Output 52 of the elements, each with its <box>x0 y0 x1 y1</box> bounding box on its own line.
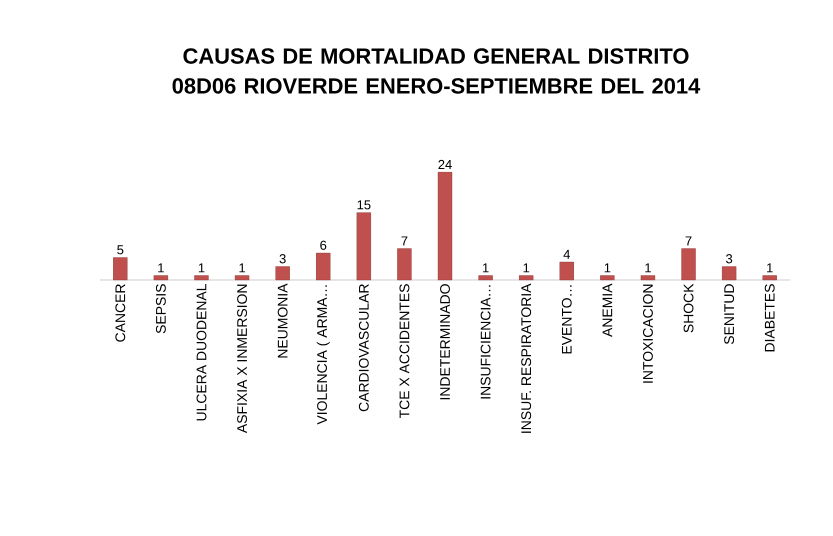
data-label: 1 <box>604 263 610 272</box>
x-tick-label: SHOCK <box>684 284 694 332</box>
data-label: 1 <box>239 263 246 272</box>
chart-title: CAUSAS DE MORTALIDAD GENERAL DISTRITO 08D06 RIOVERDE ENERO-SEPTIEMBRE DEL 2014 <box>172 48 700 94</box>
x-tick-label: SEPSIS <box>156 284 166 334</box>
data-label: 5 <box>117 245 124 254</box>
bar <box>518 275 534 280</box>
x-tick-label: CARDIOVASCULAR <box>358 284 369 412</box>
x-tick-label: ASFIXIA X INMERSION <box>237 284 248 434</box>
data-label: 1 <box>198 263 204 272</box>
data-label: 1 <box>158 263 164 272</box>
data-label: 1 <box>767 263 773 272</box>
x-tick-label: ULCERA DUODENAL <box>196 284 206 420</box>
x-tick-label: EVENTO… <box>562 285 572 354</box>
bar <box>560 262 574 280</box>
x-tick-label: SENITUD <box>724 284 734 344</box>
bar <box>762 275 777 280</box>
x-tick-label: TCE X ACCIDENTES <box>399 284 410 418</box>
data-label: 4 <box>563 250 570 259</box>
data-label: 3 <box>280 254 286 264</box>
x-tick-label: ANEMIA <box>602 284 612 337</box>
bar <box>681 248 696 280</box>
x-tick-label: DIABETES <box>764 284 775 352</box>
bar <box>316 252 330 280</box>
data-label: 6 <box>320 240 326 250</box>
x-tick-label: INDETERMINADO <box>440 284 450 400</box>
x-tick-label: CANCER <box>115 284 126 342</box>
data-label: 1 <box>482 263 489 272</box>
data-label: 1 <box>524 263 530 272</box>
bar <box>154 275 168 280</box>
data-label: 7 <box>686 236 692 246</box>
x-tick-label: NEUMONIA <box>278 284 288 358</box>
x-tick-label: INSUF. RESPIRATORIA <box>521 284 532 433</box>
x-tick-label: VIOLENCIA ( ARMA… <box>316 285 330 425</box>
x-tick-label: INSUFICIENCIA… <box>480 285 491 398</box>
bar <box>113 257 128 280</box>
data-label: 3 <box>726 254 732 264</box>
bar <box>478 275 493 280</box>
bar <box>275 266 290 280</box>
bar <box>356 212 372 280</box>
data-label: 15 <box>358 200 370 210</box>
x-tick-label: INTOXICACION <box>643 284 653 383</box>
bar <box>600 275 615 280</box>
bar <box>234 275 250 280</box>
bar <box>194 275 209 280</box>
bar <box>722 266 736 280</box>
data-label: 7 <box>401 236 408 246</box>
data-label: 1 <box>645 263 651 272</box>
bar <box>640 275 656 280</box>
bar <box>438 172 452 280</box>
data-label: 24 <box>438 160 452 169</box>
bar <box>397 248 412 280</box>
